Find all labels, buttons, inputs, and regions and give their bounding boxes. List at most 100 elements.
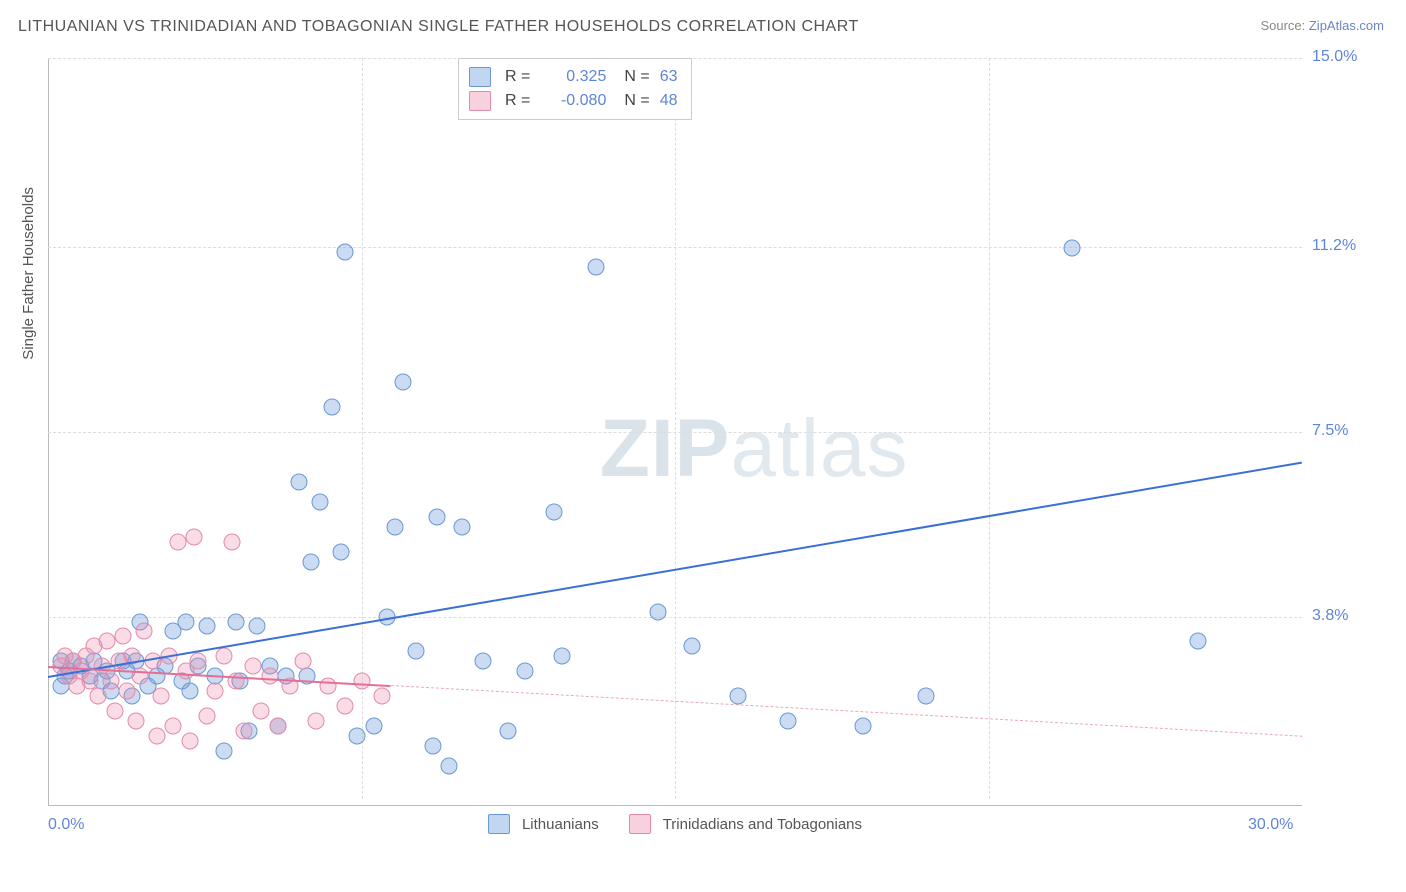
legend-swatch-blue-icon: [488, 814, 510, 834]
stats-row-pink: R = -0.080 N = 48: [469, 89, 677, 113]
scatter-point: [98, 633, 115, 650]
scatter-point: [148, 728, 165, 745]
scatter-point: [186, 528, 203, 545]
scatter-point: [102, 673, 119, 690]
stats-r-blue: 0.325: [540, 65, 606, 89]
scatter-point: [290, 473, 307, 490]
legend-label-blue: Lithuanians: [522, 816, 599, 833]
trend-line: [391, 685, 1302, 737]
scatter-point: [236, 723, 253, 740]
y-tick-label: 3.8%: [1312, 607, 1392, 625]
scatter-point: [303, 553, 320, 570]
source-attribution: Source: ZipAtlas.com: [1260, 18, 1384, 33]
stats-n-label2: N =: [624, 89, 649, 113]
stats-n-label: N =: [624, 65, 649, 89]
stats-r-pink: -0.080: [540, 89, 606, 113]
scatter-point: [395, 374, 412, 391]
swatch-blue-icon: [469, 67, 491, 87]
watermark-bold: ZIP: [600, 403, 731, 494]
scatter-point: [545, 503, 562, 520]
legend: Lithuanians Trinidadians and Tobagonians: [488, 814, 862, 834]
scatter-point: [311, 493, 328, 510]
scatter-point: [307, 713, 324, 730]
scatter-point: [119, 683, 136, 700]
scatter-point: [441, 758, 458, 775]
scatter-point: [374, 688, 391, 705]
scatter-point: [349, 728, 366, 745]
scatter-point: [386, 518, 403, 535]
scatter-point: [177, 613, 194, 630]
scatter-point: [198, 708, 215, 725]
scatter-point: [336, 244, 353, 261]
scatter-point: [127, 713, 144, 730]
scatter-point: [353, 673, 370, 690]
chart-area: ZIPatlas 3.8%7.5%11.2%15.0%0.0%30.0% R =…: [48, 58, 1302, 806]
scatter-point: [115, 628, 132, 645]
scatter-point: [453, 518, 470, 535]
scatter-point: [261, 668, 278, 685]
x-tick-label: 0.0%: [48, 816, 84, 834]
scatter-point: [917, 688, 934, 705]
stats-r-label2: R =: [505, 89, 530, 113]
scatter-point: [516, 663, 533, 680]
scatter-point: [294, 653, 311, 670]
scatter-point: [215, 743, 232, 760]
y-tick-label: 7.5%: [1312, 422, 1392, 440]
scatter-point: [190, 653, 207, 670]
scatter-point: [182, 683, 199, 700]
scatter-point: [424, 738, 441, 755]
scatter-point: [269, 718, 286, 735]
scatter-point: [324, 399, 341, 416]
swatch-pink-icon: [469, 91, 491, 111]
scatter-point: [223, 533, 240, 550]
scatter-point: [182, 733, 199, 750]
legend-swatch-pink-icon: [629, 814, 651, 834]
scatter-point: [499, 723, 516, 740]
scatter-point: [587, 259, 604, 276]
scatter-point: [106, 703, 123, 720]
scatter-point: [474, 653, 491, 670]
x-gridline: [675, 58, 676, 799]
x-axis-line: [48, 805, 1302, 806]
scatter-point: [144, 653, 161, 670]
scatter-point: [253, 703, 270, 720]
scatter-point: [407, 643, 424, 660]
x-tick-label: 30.0%: [1248, 816, 1293, 834]
scatter-point: [165, 718, 182, 735]
plot-region: ZIPatlas 3.8%7.5%11.2%15.0%0.0%30.0%: [48, 58, 1302, 806]
scatter-point: [215, 648, 232, 665]
source-link[interactable]: ZipAtlas.com: [1309, 18, 1384, 33]
scatter-point: [650, 603, 667, 620]
stats-n-blue: 63: [660, 65, 678, 89]
scatter-point: [1189, 633, 1206, 650]
scatter-point: [332, 543, 349, 560]
legend-label-pink: Trinidadians and Tobagonians: [663, 816, 862, 833]
y-tick-label: 11.2%: [1312, 237, 1392, 255]
scatter-point: [198, 618, 215, 635]
scatter-point: [554, 648, 571, 665]
scatter-point: [169, 533, 186, 550]
scatter-point: [855, 718, 872, 735]
scatter-point: [428, 508, 445, 525]
source-prefix: Source:: [1260, 18, 1308, 33]
scatter-point: [249, 618, 266, 635]
scatter-point: [228, 613, 245, 630]
watermark-light: atlas: [730, 403, 908, 494]
scatter-point: [1064, 239, 1081, 256]
watermark: ZIPatlas: [600, 402, 909, 496]
scatter-point: [683, 638, 700, 655]
scatter-point: [90, 688, 107, 705]
scatter-point: [207, 683, 224, 700]
x-gridline: [989, 58, 990, 799]
legend-item-pink: Trinidadians and Tobagonians: [629, 814, 862, 834]
scatter-point: [779, 713, 796, 730]
stats-r-label: R =: [505, 65, 530, 89]
stats-row-blue: R = 0.325 N = 63: [469, 65, 677, 89]
scatter-point: [136, 623, 153, 640]
y-axis-label: Single Father Households: [20, 187, 37, 360]
y-tick-label: 15.0%: [1312, 48, 1392, 66]
scatter-point: [336, 698, 353, 715]
stats-n-pink: 48: [660, 89, 678, 113]
scatter-point: [729, 688, 746, 705]
stats-box: R = 0.325 N = 63 R = -0.080 N = 48: [458, 58, 692, 120]
